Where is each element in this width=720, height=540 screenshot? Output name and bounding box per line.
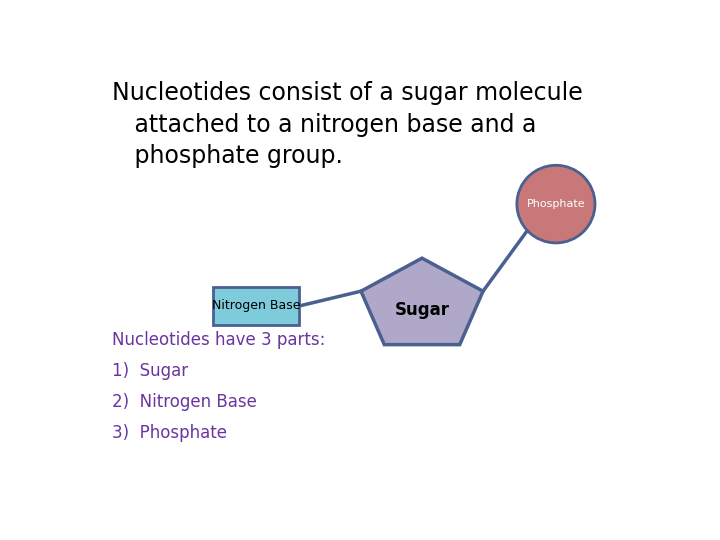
Text: Nucleotides consist of a sugar molecule: Nucleotides consist of a sugar molecule [112,82,583,105]
FancyBboxPatch shape [213,287,300,325]
Text: Nitrogen Base: Nitrogen Base [212,300,300,313]
Text: Nucleotides have 3 parts:: Nucleotides have 3 parts: [112,331,325,349]
Text: phosphate group.: phosphate group. [112,144,343,168]
Text: 2)  Nitrogen Base: 2) Nitrogen Base [112,393,257,411]
Text: 1)  Sugar: 1) Sugar [112,362,189,380]
Text: 3)  Phosphate: 3) Phosphate [112,424,228,442]
Polygon shape [361,258,483,345]
Text: Sugar: Sugar [395,301,449,319]
Text: Phosphate: Phosphate [526,199,585,209]
Text: attached to a nitrogen base and a: attached to a nitrogen base and a [112,113,536,137]
Ellipse shape [517,165,595,243]
